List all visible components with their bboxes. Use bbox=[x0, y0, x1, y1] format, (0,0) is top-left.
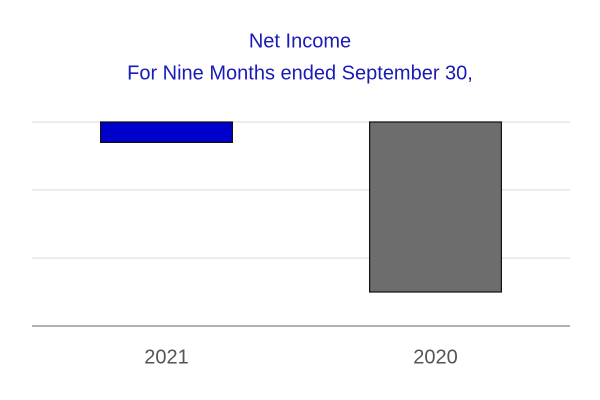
chart-subtitle: For Nine Months ended September 30, bbox=[127, 62, 473, 84]
chart-title: Net Income bbox=[249, 30, 351, 52]
x-tick-label: 2020 bbox=[413, 346, 458, 368]
x-tick-label: 2021 bbox=[144, 346, 189, 368]
bar bbox=[368, 121, 503, 293]
bar bbox=[99, 121, 234, 143]
